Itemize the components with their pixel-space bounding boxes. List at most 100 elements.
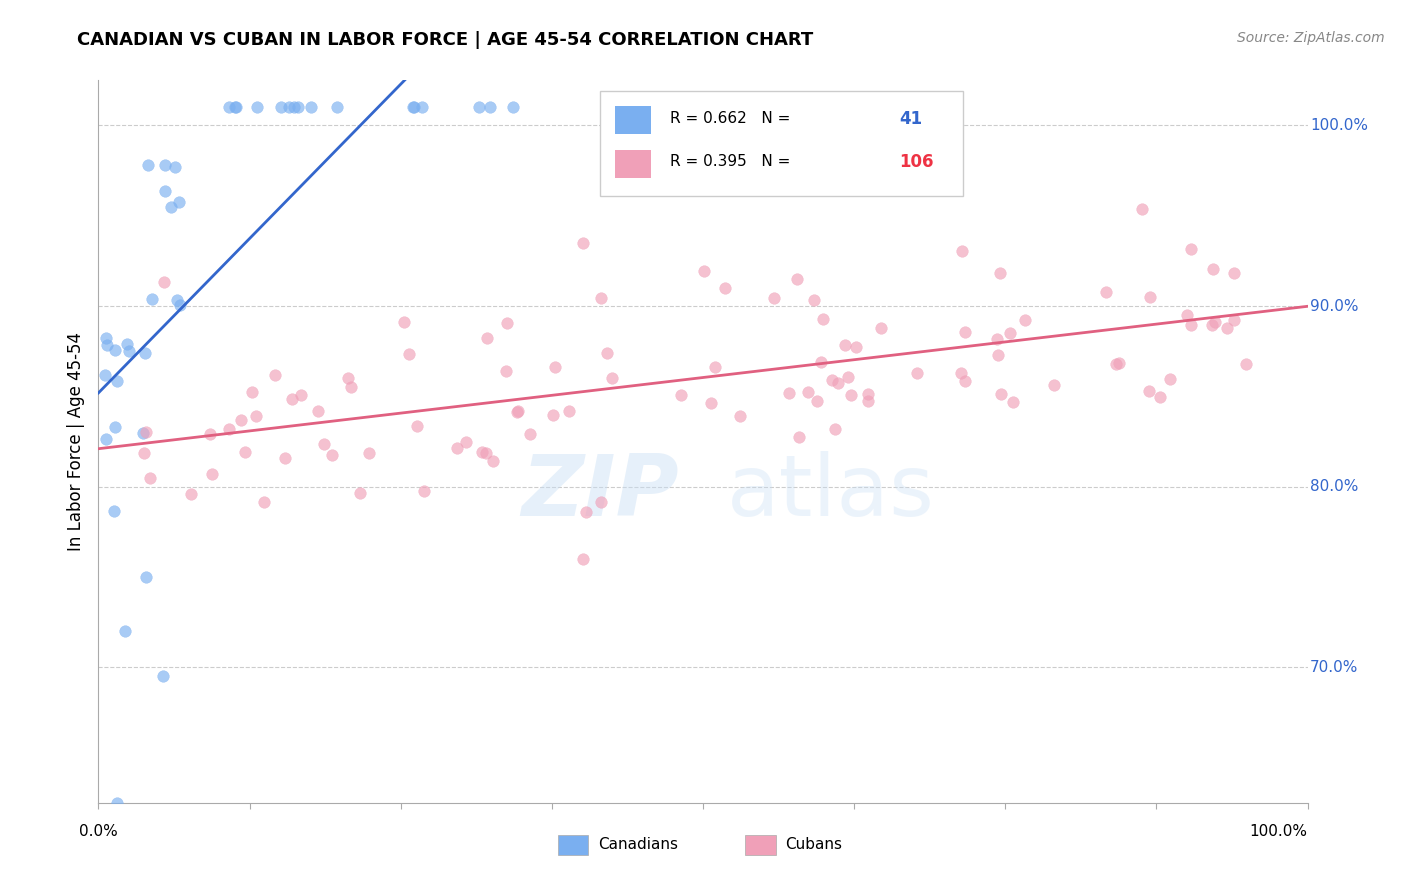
Point — [218, 422, 240, 436]
Point — [165, 160, 187, 174]
Point — [728, 409, 751, 424]
Text: R = 0.395   N =: R = 0.395 N = — [671, 154, 796, 169]
Text: CANADIAN VS CUBAN IN LABOR FORCE | AGE 45-54 CORRELATION CHART: CANADIAN VS CUBAN IN LABOR FORCE | AGE 4… — [77, 31, 814, 49]
Point — [218, 100, 240, 114]
Point — [803, 293, 825, 308]
Point — [138, 471, 160, 485]
Point — [253, 495, 276, 509]
Point — [224, 100, 246, 114]
Point — [141, 292, 163, 306]
Text: 80.0%: 80.0% — [1310, 479, 1358, 494]
Point — [340, 380, 363, 394]
Point — [299, 100, 322, 114]
Point — [357, 446, 380, 460]
Point — [502, 100, 524, 114]
Point — [950, 244, 973, 259]
Point — [475, 446, 498, 460]
Point — [827, 376, 849, 391]
Point — [1215, 321, 1237, 335]
Point — [1130, 202, 1153, 216]
Point — [134, 346, 156, 360]
Point — [277, 100, 299, 114]
Point — [821, 372, 844, 386]
Point — [152, 669, 174, 683]
Point — [153, 184, 176, 198]
Point — [1204, 315, 1226, 329]
Point — [307, 404, 329, 418]
Text: Canadians: Canadians — [598, 838, 678, 852]
Point — [693, 263, 716, 277]
Point — [953, 325, 976, 339]
Point — [169, 298, 191, 312]
Point — [233, 444, 256, 458]
Point — [264, 368, 287, 383]
Point — [274, 451, 297, 466]
Point — [198, 426, 221, 441]
Point — [844, 340, 866, 354]
Point — [246, 100, 269, 114]
Point — [229, 413, 252, 427]
Point — [811, 311, 834, 326]
Point — [789, 430, 811, 444]
Point — [411, 100, 433, 114]
Bar — [614, 106, 651, 135]
Point — [1201, 318, 1223, 333]
Point — [312, 437, 335, 451]
FancyBboxPatch shape — [600, 91, 963, 196]
Point — [118, 343, 141, 358]
Point — [94, 432, 117, 446]
Point — [541, 408, 564, 422]
Point — [589, 494, 612, 508]
Point — [988, 266, 1011, 280]
Point — [1137, 384, 1160, 399]
Bar — [745, 835, 776, 855]
Point — [402, 100, 425, 114]
Point — [949, 366, 972, 380]
Point — [856, 387, 879, 401]
Point — [103, 504, 125, 518]
Point — [475, 331, 498, 345]
Point — [270, 100, 292, 114]
Point — [990, 386, 1012, 401]
Point — [1223, 313, 1246, 327]
Point — [824, 422, 846, 436]
Point — [456, 434, 478, 449]
Point — [135, 570, 157, 584]
Point — [810, 355, 832, 369]
Point — [714, 281, 737, 295]
Point — [1043, 378, 1066, 392]
Point — [104, 419, 127, 434]
Point — [1175, 308, 1198, 322]
Point — [104, 343, 127, 358]
Point — [987, 348, 1010, 362]
Point — [589, 291, 612, 305]
Text: 106: 106 — [898, 153, 934, 171]
Point — [506, 404, 529, 418]
Point — [778, 386, 800, 401]
Point — [392, 315, 415, 329]
Point — [1234, 357, 1257, 371]
Point — [596, 346, 619, 360]
Bar — [558, 835, 588, 855]
Point — [703, 359, 725, 374]
Point — [1223, 266, 1246, 280]
Point — [905, 367, 928, 381]
Point — [572, 235, 595, 250]
Point — [105, 796, 128, 810]
Point — [495, 363, 517, 377]
Point — [471, 444, 494, 458]
Point — [506, 405, 529, 419]
Point — [571, 552, 593, 566]
Text: 90.0%: 90.0% — [1310, 299, 1358, 314]
Point — [132, 446, 155, 460]
Point — [482, 454, 505, 468]
Text: ZIP: ZIP — [522, 450, 679, 533]
Point — [167, 195, 190, 210]
Text: Cubans: Cubans — [785, 838, 842, 852]
Point — [290, 388, 312, 402]
Point — [1139, 290, 1161, 304]
Point — [166, 293, 188, 307]
Point — [834, 337, 856, 351]
Point — [543, 360, 565, 375]
Point — [93, 368, 115, 383]
